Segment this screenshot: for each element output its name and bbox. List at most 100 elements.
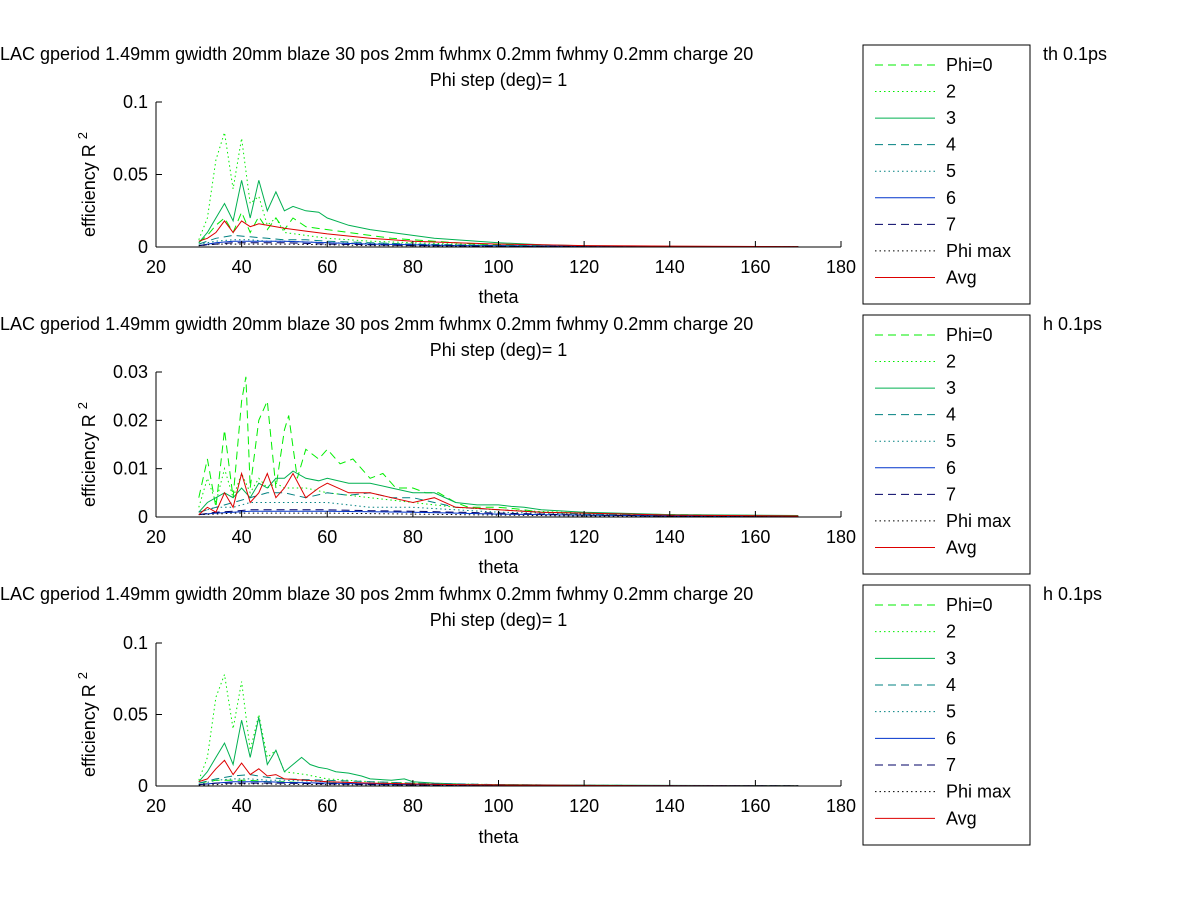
series-line-8 bbox=[198, 512, 799, 517]
legend-label: Phi=0 bbox=[946, 325, 993, 345]
legend-box bbox=[862, 584, 1031, 846]
y-tick-label: 0.01 bbox=[113, 459, 148, 479]
chart-panel-3: 20 40 60 80 100 120 140 160 180 0 0.05 0.1 LAC gperi… bbox=[0, 584, 1102, 847]
chart-title-tail: h 0.1ps bbox=[1043, 584, 1102, 604]
legend-label: 5 bbox=[946, 431, 956, 451]
y-tick-label: 0.02 bbox=[113, 410, 148, 430]
x-tick-label: 140 bbox=[655, 257, 685, 277]
y-axis-label-superscript: 2 bbox=[75, 132, 90, 139]
x-tick-label: 120 bbox=[569, 796, 599, 816]
legend-label: 7 bbox=[946, 484, 956, 504]
x-tick-label: 60 bbox=[317, 796, 337, 816]
y-axis-label: efficiency R 2 bbox=[75, 672, 99, 777]
legend: Phi=0 2 3 4 5 6 7 Phi max Avg bbox=[862, 314, 1031, 575]
series-line-9 bbox=[198, 471, 799, 517]
y-axis-label-text: efficiency R bbox=[79, 679, 99, 777]
series-line-3 bbox=[198, 470, 799, 516]
series-group bbox=[198, 132, 799, 248]
x-tick-label: 100 bbox=[483, 257, 513, 277]
x-tick-label: 40 bbox=[232, 527, 252, 547]
x-tick-label: 140 bbox=[655, 527, 685, 547]
legend-label: 4 bbox=[946, 675, 956, 695]
series-group bbox=[198, 376, 799, 517]
series-group bbox=[198, 672, 799, 787]
legend-label: Avg bbox=[946, 537, 977, 557]
legend-label: Phi max bbox=[946, 782, 1011, 802]
legend: Phi=0 2 3 4 5 6 7 Phi max Avg bbox=[862, 44, 1031, 305]
x-tick-label: 120 bbox=[569, 257, 599, 277]
y-tick-label: 0.05 bbox=[113, 165, 148, 185]
series-line-9 bbox=[198, 220, 799, 248]
y-axis-label-superscript: 2 bbox=[75, 672, 90, 679]
legend: Phi=0 2 3 4 5 6 7 Phi max Avg bbox=[862, 584, 1031, 846]
y-tick-label: 0.1 bbox=[123, 633, 148, 653]
series-line-9 bbox=[198, 759, 799, 787]
series-line-8 bbox=[198, 783, 799, 787]
series-line-1 bbox=[198, 376, 799, 517]
series-line-8 bbox=[198, 243, 799, 248]
legend-label: Phi=0 bbox=[946, 595, 993, 615]
series-line-5 bbox=[198, 239, 799, 248]
series-line-2 bbox=[198, 132, 799, 248]
chart-title: LAC gperiod 1.49mm gwidth 20mm blaze 30 … bbox=[0, 584, 753, 604]
x-tick-label: 120 bbox=[569, 527, 599, 547]
chart-title-tail: th 0.1ps bbox=[1043, 44, 1107, 64]
y-tick-label: 0 bbox=[138, 237, 148, 257]
legend-box bbox=[862, 314, 1031, 575]
y-axis-label-superscript: 2 bbox=[75, 402, 90, 409]
legend-label: 2 bbox=[946, 82, 956, 102]
y-tick-label: 0.1 bbox=[123, 92, 148, 112]
series-line-7 bbox=[198, 509, 799, 517]
y-axis-label-text: efficiency R bbox=[79, 139, 99, 237]
x-tick-label: 20 bbox=[146, 257, 166, 277]
y-axis-label: efficiency R 2 bbox=[75, 132, 99, 237]
chart-title: LAC gperiod 1.49mm gwidth 20mm blaze 30 … bbox=[0, 314, 753, 334]
legend-label: Phi max bbox=[946, 511, 1011, 531]
x-axis-label: theta bbox=[478, 287, 519, 307]
x-tick-label: 80 bbox=[403, 527, 423, 547]
chart-subtitle: Phi step (deg)= 1 bbox=[430, 340, 568, 360]
series-line-3 bbox=[198, 180, 799, 248]
x-tick-label: 180 bbox=[826, 796, 856, 816]
legend-label: 2 bbox=[946, 352, 956, 372]
x-tick-label: 160 bbox=[740, 527, 770, 547]
legend-label: 4 bbox=[946, 405, 956, 425]
chart-panel-1: 20 40 60 80 100 120 140 160 180 0 0.05 0.1 LAC gperi… bbox=[0, 44, 1107, 307]
x-tick-label: 20 bbox=[146, 796, 166, 816]
series-line-1 bbox=[198, 210, 799, 248]
chart-subtitle: Phi step (deg)= 1 bbox=[430, 610, 568, 630]
chart-panel-2: 20 40 60 80 100 120 140 160 180 0 0.01 0.02 0.03 LAC … bbox=[0, 314, 1102, 577]
y-tick-label: 0.05 bbox=[113, 705, 148, 725]
legend-label: Phi=0 bbox=[946, 55, 993, 75]
legend-label: Phi max bbox=[946, 241, 1011, 261]
y-axis-label-text: efficiency R bbox=[79, 409, 99, 507]
x-tick-label: 180 bbox=[826, 527, 856, 547]
legend-label: 7 bbox=[946, 755, 956, 775]
legend-box bbox=[862, 44, 1031, 305]
legend-label: 7 bbox=[946, 214, 956, 234]
x-axis-label: theta bbox=[478, 827, 519, 847]
legend-label: 5 bbox=[946, 702, 956, 722]
x-tick-label: 160 bbox=[740, 257, 770, 277]
legend-label: 2 bbox=[946, 622, 956, 642]
x-tick-label: 160 bbox=[740, 796, 770, 816]
legend-label: 6 bbox=[946, 188, 956, 208]
y-tick-label: 0.03 bbox=[113, 362, 148, 382]
x-tick-label: 60 bbox=[317, 527, 337, 547]
y-tick-label: 0 bbox=[138, 776, 148, 796]
x-tick-label: 100 bbox=[483, 796, 513, 816]
chart-title-tail: h 0.1ps bbox=[1043, 314, 1102, 334]
series-line-2 bbox=[198, 672, 799, 787]
legend-label: 5 bbox=[946, 161, 956, 181]
legend-label: 6 bbox=[946, 458, 956, 478]
x-tick-label: 100 bbox=[483, 527, 513, 547]
x-tick-label: 80 bbox=[403, 257, 423, 277]
x-tick-label: 80 bbox=[403, 796, 423, 816]
legend-label: 4 bbox=[946, 135, 956, 155]
x-axis-label: theta bbox=[478, 557, 519, 577]
legend-label: Avg bbox=[946, 267, 977, 287]
x-tick-label: 40 bbox=[232, 257, 252, 277]
x-tick-label: 20 bbox=[146, 527, 166, 547]
legend-label: 3 bbox=[946, 378, 956, 398]
x-tick-label: 180 bbox=[826, 257, 856, 277]
